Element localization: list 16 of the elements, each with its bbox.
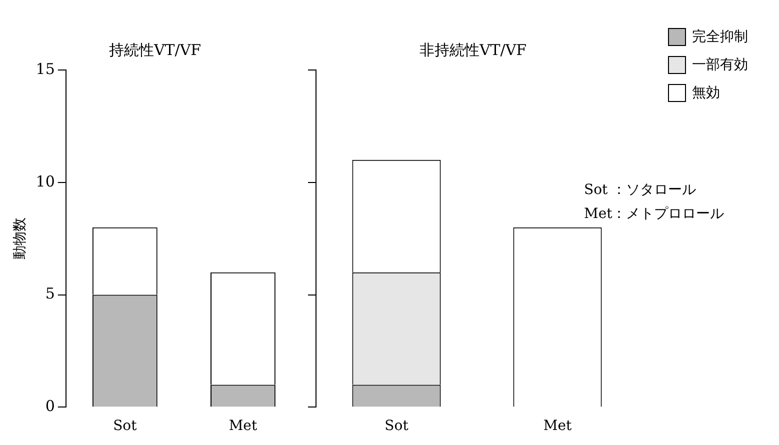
y-tick-label: 0 xyxy=(45,397,55,416)
legend-label: 完全抑制 xyxy=(692,28,748,46)
y-tick-label: 5 xyxy=(45,284,55,303)
y-axis-title: 動物数 xyxy=(12,218,28,260)
annotation: Sot ：ソタロール xyxy=(584,181,698,200)
x-tick-label: Met xyxy=(543,418,572,434)
chart-title: 持続性VT/VF xyxy=(108,40,202,59)
annotation: Met：メトプロロール xyxy=(584,205,726,224)
x-tick-label: Sot xyxy=(113,418,138,434)
legend-label: 一部有効 xyxy=(692,56,748,74)
x-tick-label: Sot xyxy=(384,418,409,434)
text: 無効 xyxy=(692,84,720,102)
y-tick-label: 10 xyxy=(36,172,55,190)
x-tick-label: Met xyxy=(228,418,258,434)
y-tick-label: 15 xyxy=(36,60,55,78)
chart-title: 非持続性VT/VF xyxy=(419,40,527,59)
